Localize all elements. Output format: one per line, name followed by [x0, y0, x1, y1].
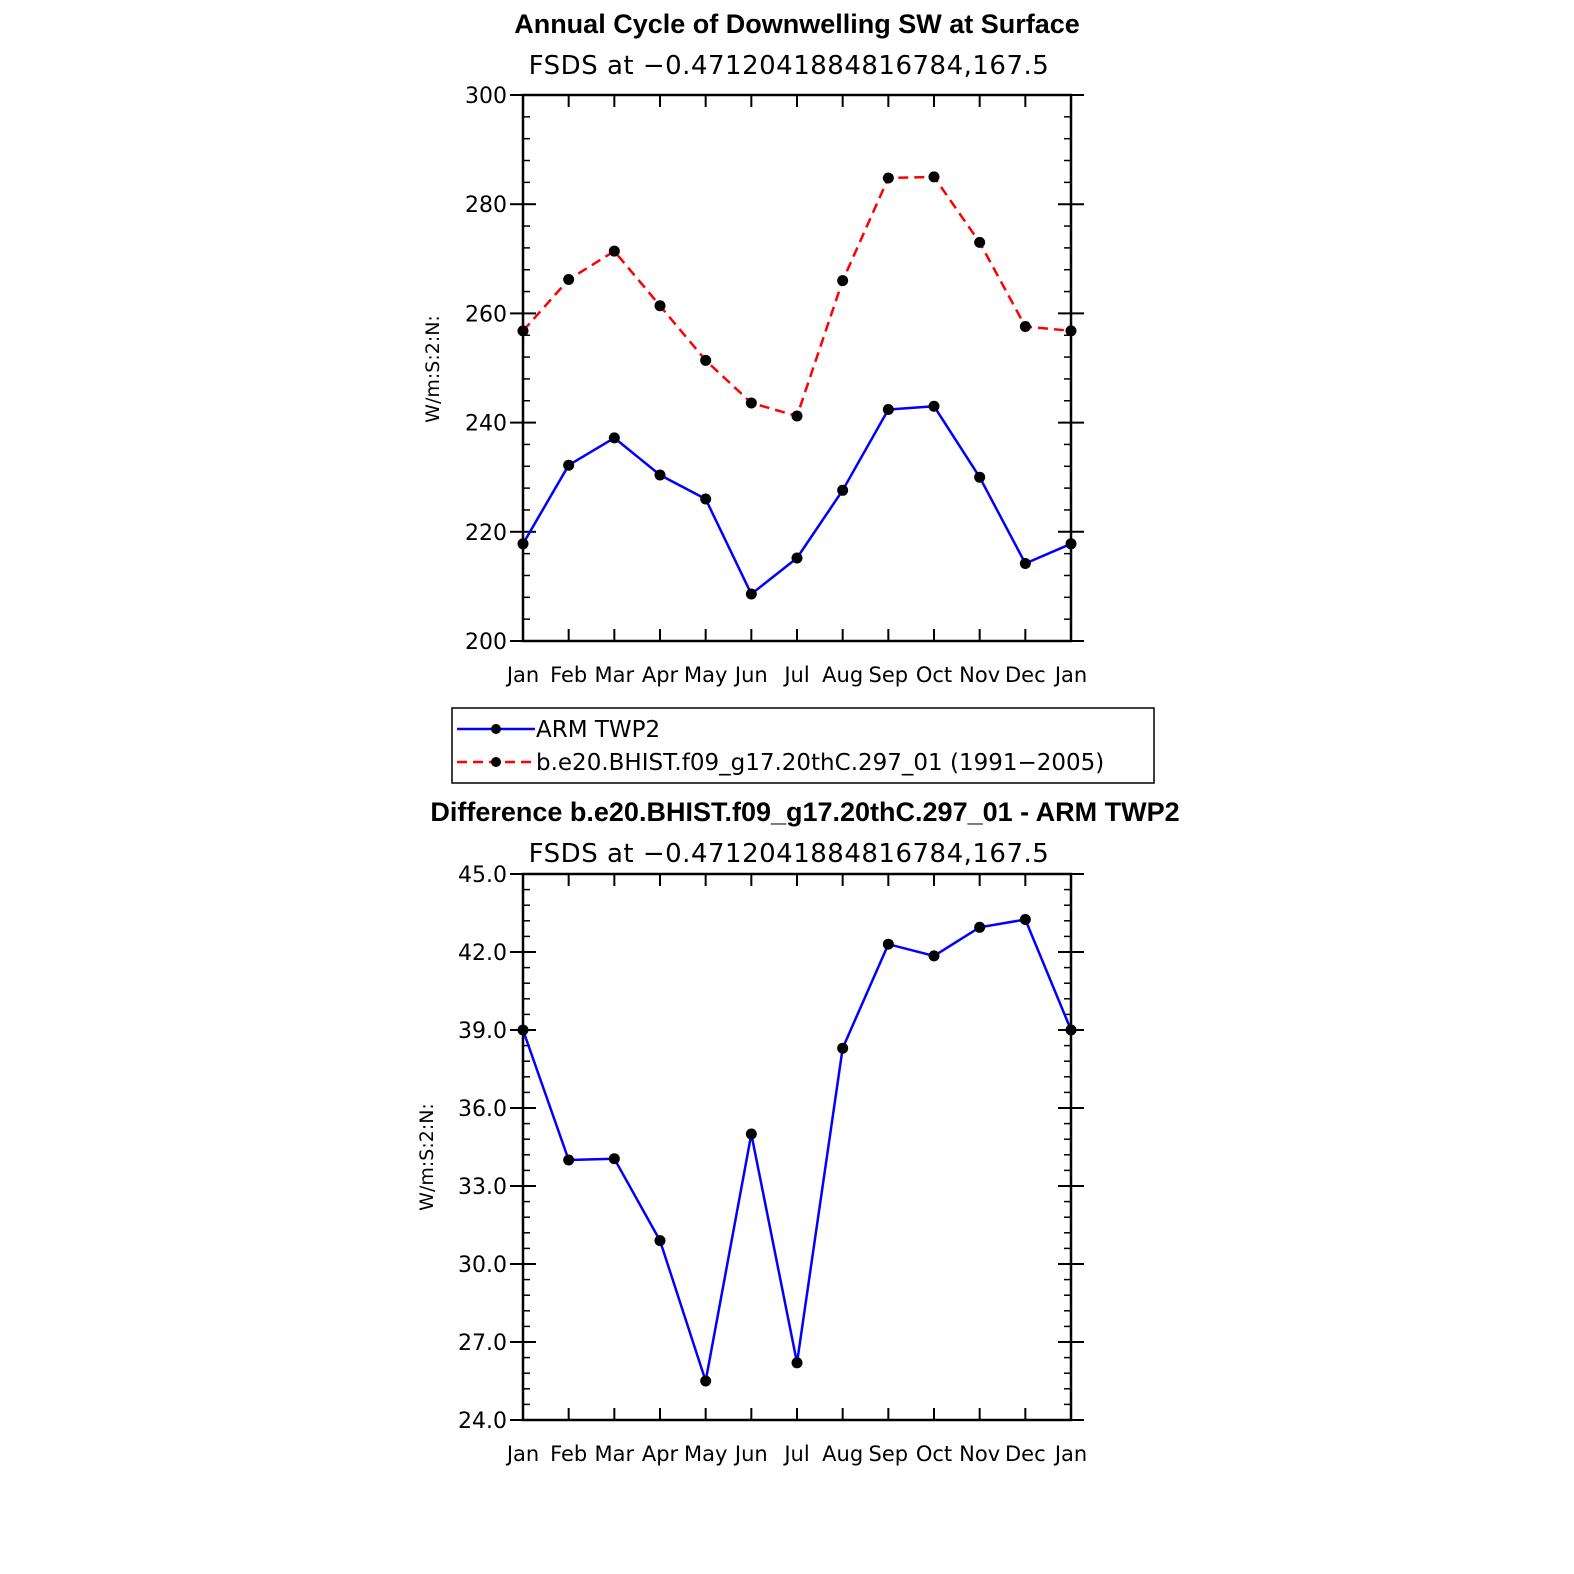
- chart1-series-1-point: [517, 325, 529, 337]
- chart2-x-tick-label: Jul: [782, 1442, 809, 1466]
- chart1-subtitle: FSDS at −0.4712041884816784,167.5: [529, 51, 1050, 81]
- chart1-x-tick-label: Aug: [822, 663, 863, 687]
- chart1-series-0-point: [608, 432, 620, 444]
- chart2-series-0-point: [608, 1153, 620, 1165]
- chart2-x-tick-label: Jan: [1053, 1442, 1087, 1466]
- legend: ARM TWP2 b.e20.BHIST.f09_g17.20thC.297_0…: [451, 707, 1155, 784]
- chart2-y-tick-label: 36.0: [458, 1097, 507, 1122]
- chart2-x-tick-label: Oct: [916, 1442, 952, 1466]
- chart1-series-1-point: [1065, 325, 1077, 337]
- chart2-x-tick-label: Sep: [869, 1442, 909, 1466]
- chart2-y-tick-label: 27.0: [458, 1331, 507, 1356]
- chart2-y-tick-label: 39.0: [458, 1019, 507, 1044]
- chart2-series-0-point: [700, 1375, 712, 1387]
- chart2-series-0-point: [974, 921, 986, 933]
- chart2-x-tick-label: Apr: [642, 1442, 679, 1466]
- chart1-series-0-point: [928, 400, 940, 412]
- chart1-series-1-point: [791, 410, 803, 422]
- chart2-y-tick-label: 30.0: [458, 1253, 507, 1278]
- chart1-x-tick-label: Oct: [916, 663, 952, 687]
- chart1-series-0-point: [654, 469, 666, 481]
- chart2-series-0-point: [654, 1235, 666, 1247]
- chart2-series-0-point: [563, 1154, 575, 1166]
- chart2-y-axis-label: W/m:S:2:N:: [416, 1103, 438, 1211]
- legend-box: [451, 707, 1155, 784]
- chart2-x-tick-label: Feb: [550, 1442, 587, 1466]
- chart1-y-tick-label: 300: [465, 84, 507, 109]
- chart2-series-0-point: [1065, 1024, 1077, 1036]
- chart2-y-tick-label: 24.0: [458, 1409, 507, 1434]
- chart1-series-0-point: [745, 588, 757, 600]
- chart2-series-0-point: [745, 1128, 757, 1140]
- chart1-series-0-point: [563, 459, 575, 471]
- chart1-series-0-point: [1019, 557, 1031, 569]
- chart1-x-tick-label: Nov: [959, 663, 1000, 687]
- chart2-x-tick-label: Nov: [959, 1442, 1000, 1466]
- chart1-x-tick-label: Jan: [505, 663, 539, 687]
- legend-marker-model: [491, 757, 501, 767]
- chart1-y-axis-label: W/m:S:2:N:: [422, 315, 444, 423]
- chart2-title: Difference b.e20.BHIST.f09_g17.20thC.297…: [430, 797, 1179, 827]
- chart1-x-tick-label: Dec: [1005, 663, 1046, 687]
- chart1-series-0-point: [791, 552, 803, 564]
- chart1-series-1-line: [522, 175, 1072, 418]
- legend-marker-arm-twp2: [491, 724, 501, 734]
- chart2-plot-area: Jan Feb Mar Apr May Jun Jul Aug Sep Oct Nov Dec Jan 2…: [458, 863, 1087, 1466]
- chart1-x-tick-label: Apr: [642, 663, 679, 687]
- chart1-series-1-point: [882, 172, 894, 184]
- chart2-series-0-point: [882, 938, 894, 950]
- chart2-x-tick-label: Jun: [733, 1442, 768, 1466]
- chart2-x-tick-label: Dec: [1005, 1442, 1046, 1466]
- chart1-y-tick-label: 200: [465, 630, 507, 655]
- chart1-y-tick-label: 220: [465, 521, 507, 546]
- chart1-series-1-point: [1019, 321, 1031, 333]
- chart2-subtitle: FSDS at −0.4712041884816784,167.5: [529, 839, 1050, 869]
- chart2-series-0-point: [791, 1357, 803, 1369]
- chart2-y-tick-label: 33.0: [458, 1175, 507, 1200]
- chart1-series-0-point: [517, 538, 529, 550]
- chart2-series-0-point: [928, 950, 940, 962]
- chart1-y-tick-label: 260: [465, 302, 507, 327]
- chart1-x-tick-label: Mar: [595, 663, 635, 687]
- chart1-x-tick-label: Jul: [782, 663, 809, 687]
- legend-label-model: b.e20.BHIST.f09_g17.20thC.297_01 (1991−2…: [536, 750, 1104, 776]
- chart1-x-tick-label: May: [684, 663, 727, 687]
- chart2-series-0-point: [1019, 914, 1031, 925]
- chart1-series-0-point: [1065, 538, 1077, 550]
- chart1-series-0-point: [974, 471, 986, 483]
- chart1-x-tick-label: Feb: [550, 663, 587, 687]
- chart1-series-1-point: [974, 236, 986, 248]
- chart1-series-1-point: [745, 397, 757, 409]
- chart2-x-tick-label: May: [684, 1442, 727, 1466]
- chart2-x-tick-label: Mar: [595, 1442, 635, 1466]
- chart1-x-tick-label: Jun: [733, 663, 768, 687]
- chart2-series-0-point: [517, 1024, 529, 1036]
- chart1-series-1-point: [608, 245, 620, 257]
- chart2-series-0-point: [837, 1042, 849, 1054]
- chart1-y-tick-label: 280: [465, 193, 507, 218]
- chart1-plot-area: Jan Feb Mar Apr May Jun Jul Aug Sep Oct Nov Dec Jan 2…: [465, 84, 1087, 687]
- chart1-title: Annual Cycle of Downwelling SW at Surfac…: [514, 9, 1080, 39]
- chart1-series-1-point: [928, 171, 940, 183]
- legend-label-arm-twp2: ARM TWP2: [536, 717, 660, 743]
- chart2-x-tick-label: Aug: [822, 1442, 863, 1466]
- chart1-series-0-point: [700, 493, 712, 505]
- chart1-series-1-point: [654, 300, 666, 312]
- chart1-series-0-point: [837, 484, 849, 496]
- chart1-series-1-point: [563, 274, 575, 286]
- chart1-series-1-point: [700, 354, 712, 366]
- chart2-y-tick-label: 42.0: [458, 941, 507, 966]
- chart2-series-0-line: [521, 918, 1073, 1383]
- chart1-x-tick-label: Sep: [869, 663, 909, 687]
- chart1-series-0-line: [521, 404, 1072, 596]
- chart2-y-tick-label: 45.0: [458, 863, 507, 888]
- chart1-y-tick-label: 240: [465, 412, 507, 437]
- chart1-series-0-point: [882, 403, 894, 415]
- chart1-series-1-point: [837, 275, 849, 287]
- chart2-x-tick-label: Jan: [505, 1442, 539, 1466]
- chart2-frame: [521, 872, 1073, 1422]
- chart1-x-tick-label: Jan: [1053, 663, 1087, 687]
